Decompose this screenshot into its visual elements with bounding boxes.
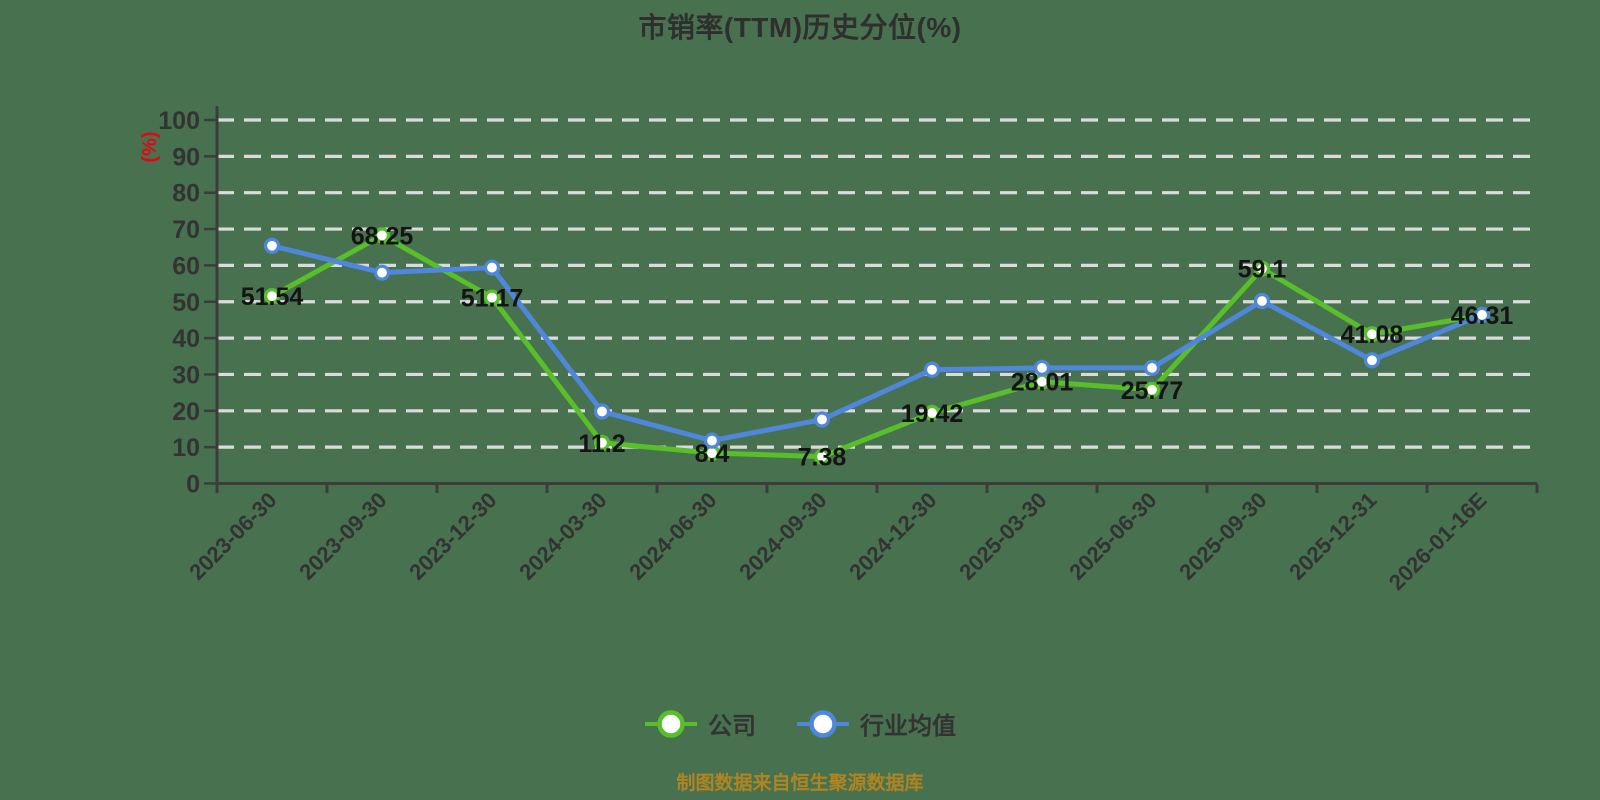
x-axis-label: 2025-03-30 (954, 487, 1051, 584)
industry-data-point (263, 237, 281, 254)
x-axis-label: 2023-12-30 (404, 487, 501, 584)
company-data-label: 68.25 (351, 222, 414, 250)
company-data-point (593, 434, 611, 451)
y-tick-label: 90 (172, 143, 200, 171)
y-tick-label: 50 (172, 289, 200, 317)
industry-data-point (813, 411, 831, 428)
x-axis-label: 2025-06-30 (1064, 487, 1161, 584)
legend-label-company: 公司 (708, 713, 756, 740)
y-tick-label: 10 (172, 434, 200, 462)
x-axis-label: 2025-12-31 (1284, 487, 1381, 584)
company-data-label: 7.38 (798, 444, 847, 472)
legend-marker-industry-icon (797, 709, 849, 738)
x-axis-label: 2026-01-16E (1384, 487, 1492, 595)
legend-marker-company-icon (645, 709, 697, 738)
company-data-label: 51.17 (461, 284, 524, 312)
industry-data-point (1253, 292, 1271, 310)
company-data-label: 19.42 (901, 400, 964, 428)
industry-series-line (269, 243, 1485, 444)
y-tick-label: 100 (158, 107, 200, 135)
y-tick-label: 80 (172, 180, 200, 208)
company-data-label: 8.4 (695, 440, 730, 468)
industry-data-point (923, 361, 941, 378)
data-source-note: 制图数据来自恒生聚源数据库 (676, 773, 924, 794)
y-tick-label: 40 (172, 325, 200, 353)
x-axis-label: 2024-09-30 (734, 487, 831, 584)
industry-data-point (1033, 359, 1051, 377)
industry-data-point (1473, 306, 1491, 323)
legend: 公司 行业均值 (0, 706, 1600, 741)
x-axis-label: 2024-03-30 (514, 487, 611, 584)
company-data-point (1143, 381, 1161, 398)
legend-item-company[interactable]: 公司 (644, 706, 756, 741)
x-axis-label: 2024-12-30 (844, 487, 941, 584)
industry-data-point (373, 264, 391, 281)
company-data-point (1363, 326, 1381, 343)
company-data-point (483, 289, 501, 306)
company-data-label: 11.2 (578, 430, 625, 458)
x-axis-label: 2023-09-30 (294, 487, 391, 584)
company-data-point (1253, 260, 1271, 277)
industry-data-point (1143, 359, 1161, 377)
x-axis-label: 2025-09-30 (1174, 487, 1271, 584)
y-tick-label: 30 (172, 361, 200, 389)
y-tick-label: 0 (186, 471, 200, 499)
company-data-point (923, 404, 941, 422)
legend-item-industry-average[interactable]: 行业均值 (796, 706, 956, 741)
company-data-label: 59.1 (1238, 256, 1287, 284)
company-data-label: 46.31 (1451, 302, 1514, 330)
industry-data-point (1363, 352, 1381, 369)
company-data-label: 25.77 (1121, 377, 1184, 405)
company-data-label: 28.01 (1011, 369, 1074, 397)
y-tick-label: 70 (172, 216, 200, 244)
industry-data-point (483, 259, 501, 276)
company-data-label: 51.54 (241, 283, 304, 311)
x-axis-label: 2024-06-30 (624, 487, 721, 584)
company-data-point (813, 448, 831, 465)
industry-data-point (593, 403, 611, 420)
company-data-point (263, 288, 281, 305)
industry-data-point (703, 432, 721, 449)
y-tick-label: 60 (172, 252, 200, 280)
company-series-line (269, 232, 1485, 460)
company-data-label: 41.08 (1341, 321, 1404, 349)
y-tick-label: 20 (172, 398, 200, 426)
x-axis-label: 2023-06-30 (184, 487, 281, 584)
chart-title: 市销率(TTM)历史分位(%) (638, 12, 962, 43)
legend-label-industry-average: 行业均值 (860, 713, 956, 740)
company-data-point (373, 227, 391, 244)
